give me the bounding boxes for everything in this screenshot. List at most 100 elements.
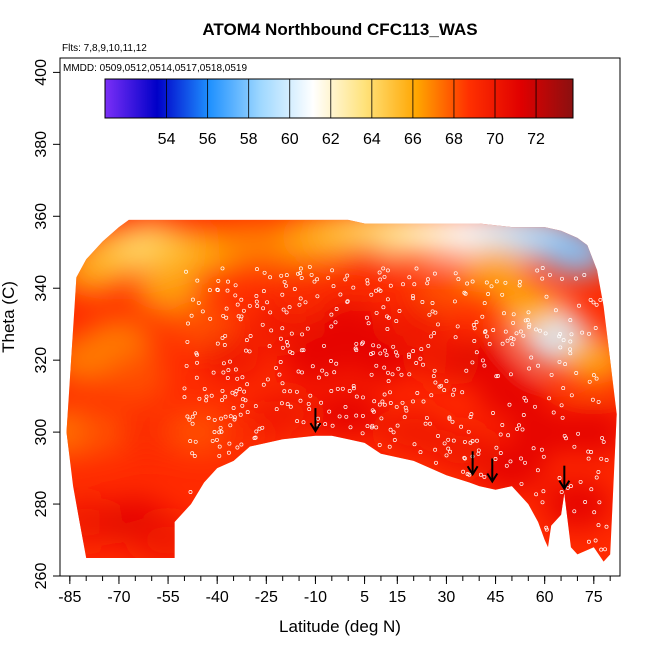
sample-point: [369, 425, 374, 430]
sample-point: [244, 348, 248, 353]
sample-point: [574, 371, 579, 375]
sample-point: [279, 401, 284, 406]
sample-point: [594, 475, 599, 480]
sample-point: [387, 444, 392, 449]
x-tick-label: 15: [388, 589, 406, 606]
sample-point: [284, 310, 289, 315]
colorbar-tick-label: 60: [281, 131, 299, 148]
sample-point: [190, 451, 195, 456]
sample-point: [388, 427, 393, 432]
sample-point: [462, 439, 467, 444]
sample-point: [478, 472, 483, 477]
sample-point: [557, 476, 562, 480]
sample-point: [414, 361, 419, 365]
sample-point: [354, 413, 359, 418]
sample-point: [412, 442, 417, 447]
sample-point: [419, 347, 424, 352]
sample-point: [444, 379, 449, 384]
sample-point: [541, 454, 546, 459]
sample-point: [287, 305, 292, 310]
sample-point: [245, 410, 250, 415]
sample-point: [225, 376, 230, 380]
sample-point: [484, 280, 489, 285]
field-cell: [166, 300, 235, 349]
sample-point: [576, 431, 581, 436]
sample-point: [560, 276, 564, 281]
field-cell: [543, 480, 612, 529]
sample-point: [365, 424, 370, 429]
sample-point: [540, 266, 545, 270]
chart-title: ATOM4 Northbound CFC113_WAS: [202, 20, 477, 39]
sample-point: [604, 458, 609, 462]
sample-point: [498, 451, 503, 455]
sample-point: [239, 442, 244, 447]
sample-point: [305, 326, 310, 331]
sample-point: [544, 525, 549, 530]
field-cell: [559, 408, 617, 457]
y-tick-label: 300: [33, 419, 50, 446]
sample-point: [517, 279, 522, 284]
sample-point: [432, 271, 437, 276]
sample-point: [450, 419, 455, 424]
sample-point: [220, 388, 225, 393]
field-cell: [166, 408, 235, 457]
sample-point: [529, 355, 534, 360]
sample-point: [195, 360, 199, 365]
sample-point: [430, 301, 435, 305]
colorbar: 54 56 58 60 62 64 66 68 70 72: [104, 78, 574, 148]
sample-point: [426, 277, 430, 282]
sample-point: [220, 398, 224, 403]
sample-point: [370, 408, 375, 413]
sample-point: [194, 351, 199, 356]
sample-point: [455, 324, 460, 329]
sample-point: [329, 389, 334, 393]
y-axis: 260 280 300 320 340 360 380 400: [33, 59, 60, 589]
sample-point: [507, 402, 512, 407]
colorbar-tick-label: 62: [322, 131, 340, 148]
sample-point: [540, 500, 545, 505]
sample-point: [329, 324, 334, 329]
colorbar-tick-label: 68: [445, 131, 463, 148]
sample-point: [483, 330, 487, 335]
sample-point: [500, 292, 505, 297]
sample-point: [431, 374, 436, 379]
sample-point: [204, 398, 209, 403]
sample-point: [334, 361, 339, 366]
field-cell: [477, 444, 546, 493]
sample-point: [420, 300, 425, 304]
sample-point: [237, 387, 242, 392]
plot-frame: [59, 57, 621, 577]
sample-point: [207, 288, 212, 293]
sample-point: [244, 338, 249, 343]
sample-point: [547, 272, 552, 277]
sample-point: [228, 359, 232, 364]
sample-point: [590, 397, 595, 402]
sample-point: [284, 273, 289, 278]
sample-point: [539, 447, 544, 452]
sample-point: [188, 490, 193, 494]
sample-point: [531, 446, 536, 451]
sample-point: [329, 312, 334, 317]
sample-point: [227, 441, 232, 446]
sample-point: [482, 301, 487, 306]
sample-point: [433, 447, 438, 452]
sample-point: [568, 318, 573, 323]
sample-point: [436, 434, 440, 438]
sample-point: [226, 450, 231, 455]
sample-point: [296, 271, 300, 276]
sample-point: [574, 276, 578, 281]
sample-point: [274, 365, 278, 370]
sample-point: [185, 339, 190, 344]
sample-point: [411, 399, 415, 404]
sample-point: [381, 266, 386, 271]
sample-point: [377, 443, 382, 447]
sample-point: [391, 430, 396, 435]
sample-point: [461, 469, 466, 474]
sample-point: [265, 377, 270, 382]
sample-point: [494, 445, 499, 450]
sample-point: [292, 287, 297, 291]
sample-point: [187, 417, 192, 422]
sample-point: [597, 500, 602, 505]
sample-point: [214, 437, 219, 442]
